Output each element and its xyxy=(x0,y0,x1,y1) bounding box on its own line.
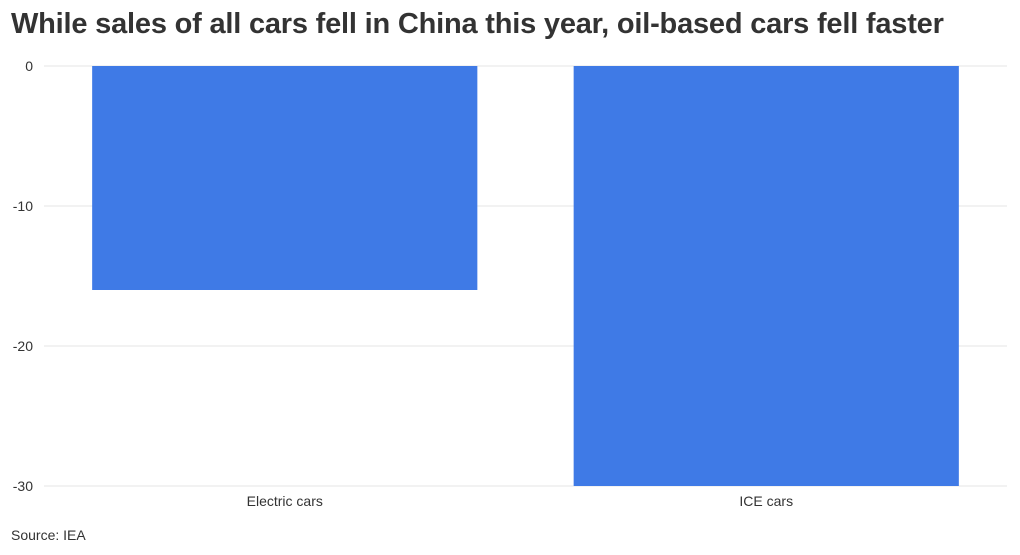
bar-ice-cars xyxy=(573,66,959,486)
source-note: Source: IEA xyxy=(11,527,86,543)
bars xyxy=(92,66,959,486)
x-axis: Electric cars ICE cars xyxy=(247,493,793,509)
x-category-label: Electric cars xyxy=(247,493,323,509)
chart-title: While sales of all cars fell in China th… xyxy=(11,8,944,40)
y-tick-label: -10 xyxy=(13,198,33,214)
y-axis: 0 -10 -20 -30 xyxy=(13,58,33,494)
y-tick-label: -30 xyxy=(13,478,33,494)
bar-electric-cars xyxy=(92,66,478,290)
x-category-label: ICE cars xyxy=(739,493,793,509)
y-tick-label: -20 xyxy=(13,338,33,354)
y-tick-label: 0 xyxy=(25,58,33,74)
